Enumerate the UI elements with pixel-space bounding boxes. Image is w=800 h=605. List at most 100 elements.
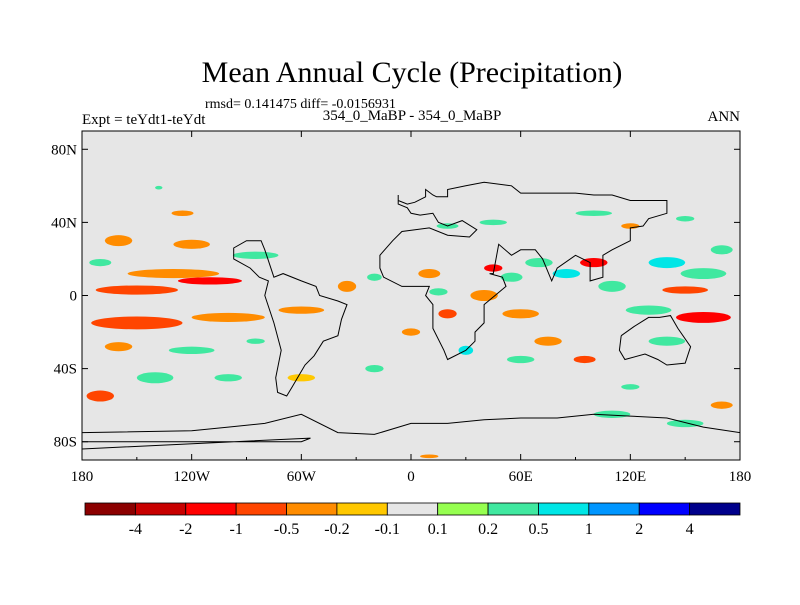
y-tick-label: 40S [54, 362, 77, 378]
anomaly-patch [401, 328, 421, 336]
anomaly-patch [95, 285, 178, 295]
anomaly-patch [367, 273, 382, 281]
y-tick-label: 80S [54, 435, 77, 451]
colorbar-label: -4 [129, 521, 142, 538]
anomaly-patch [104, 235, 133, 247]
x-tick-label: 180 [71, 469, 94, 485]
anomaly-patch [89, 258, 112, 267]
coastline [233, 240, 348, 397]
colorbar-label: -0.2 [324, 521, 349, 538]
anomaly-patch [136, 372, 174, 384]
anomaly-patch [525, 258, 553, 268]
anomaly-patch [337, 280, 357, 292]
anomaly-patch [534, 336, 562, 346]
y-tick-label: 40N [51, 215, 77, 231]
anomaly-patch [710, 401, 733, 409]
anomaly-patch [484, 264, 503, 272]
colorbar: -4 -2 -1 -0.5 -0.2 -0.1 0.1 0.2 0.5 1 2 4 [84, 502, 741, 538]
coastline-layer [82, 181, 740, 450]
colorbar-label: 2 [635, 521, 643, 538]
colorbar-swatch [185, 502, 237, 516]
coastline [82, 413, 740, 435]
anomaly-patch [168, 346, 215, 354]
anomaly-patch [479, 219, 507, 226]
x-tick-label: 0 [407, 469, 415, 485]
colorbar-swatch [84, 502, 136, 516]
colorbar-swatch [638, 502, 691, 516]
anomaly-patch [506, 355, 535, 364]
anomaly-patch [580, 258, 608, 268]
colorbar-swatch [286, 502, 338, 516]
season-label: ANN [708, 109, 741, 125]
axis-ticks: 180 120W 60W 0 60E 120E 180 80N 40N 0 40S 80S [51, 131, 751, 485]
anomaly-patch [287, 374, 316, 382]
anomaly-patch [710, 245, 733, 255]
anomaly-patch [621, 384, 640, 390]
anomaly-patch [232, 251, 279, 259]
y-tick-label: 0 [70, 289, 78, 305]
colorbar-label: 4 [686, 521, 694, 538]
coastline [618, 315, 692, 366]
colorbar-swatch [588, 502, 640, 516]
anomaly-patch [676, 215, 695, 222]
anomaly-patch [438, 309, 457, 319]
colorbar-swatch [437, 502, 489, 516]
colorbar-label: -2 [179, 521, 192, 538]
anomaly-patch [246, 338, 265, 344]
anomaly-patch [365, 364, 384, 373]
colorbar-swatch [386, 502, 439, 516]
anomaly-patch [191, 312, 265, 323]
anomaly-patch [214, 374, 242, 382]
anomaly-patch [155, 185, 163, 190]
anomaly-patch [625, 305, 672, 315]
anomaly-patch [676, 311, 731, 323]
anomaly-patch [173, 239, 210, 249]
anomaly-patch [171, 210, 194, 216]
anomaly-patch [680, 268, 727, 280]
coastline [82, 437, 311, 450]
x-tick-label: 180 [729, 469, 752, 485]
anomaly-patch [418, 268, 441, 279]
colorbar-label: -0.5 [274, 521, 299, 538]
x-tick-label: 120E [614, 469, 646, 485]
colorbar-swatch [487, 502, 539, 516]
anomaly-patch [429, 288, 448, 296]
anomaly-patch [177, 277, 242, 285]
x-tick-label: 60W [287, 469, 317, 485]
colorbar-label: 1 [585, 521, 593, 538]
colorbar-label: -1 [229, 521, 242, 538]
colorbar-swatch [336, 502, 388, 516]
anomaly-patch [552, 268, 581, 279]
anomaly-patch [598, 280, 626, 292]
colorbar-label: 0.2 [478, 521, 498, 538]
x-tick-label: 60E [509, 469, 533, 485]
colorbar-label: -0.1 [375, 521, 400, 538]
anomaly-patch [662, 286, 709, 294]
anomaly-patch [500, 272, 523, 282]
anomaly-patch [648, 336, 686, 346]
anomaly-patch [278, 306, 325, 314]
colorbar-swatch [689, 502, 741, 516]
anomaly-patch [104, 342, 133, 352]
experiment-label: Expt = teYdt1-teYdt [82, 112, 206, 128]
chart-title: Mean Annual Cycle (Precipitation) [202, 56, 623, 89]
anomaly-patch [420, 454, 439, 459]
y-tick-label: 80N [51, 142, 77, 158]
plot-background [82, 131, 740, 460]
colorbar-swatch [134, 502, 187, 516]
anomaly-patch [573, 355, 596, 364]
anomaly-patch [86, 390, 114, 402]
coastline [379, 181, 668, 361]
anomaly-patch [575, 210, 613, 216]
colorbar-label: 0.5 [528, 521, 548, 538]
stats-label: rmsd= 0.141475 diff= -0.0156931 [205, 97, 396, 112]
colorbar-swatch [235, 502, 287, 516]
anomaly-patch [470, 290, 498, 301]
anomaly-patch [91, 316, 183, 330]
anomaly-layer [86, 185, 733, 459]
colorbar-swatch [538, 502, 590, 516]
colorbar-label: 0.1 [428, 521, 448, 538]
anomaly-patch [127, 268, 220, 279]
subtitle-label: 354_0_MaBP - 354_0_MaBP [323, 108, 502, 124]
